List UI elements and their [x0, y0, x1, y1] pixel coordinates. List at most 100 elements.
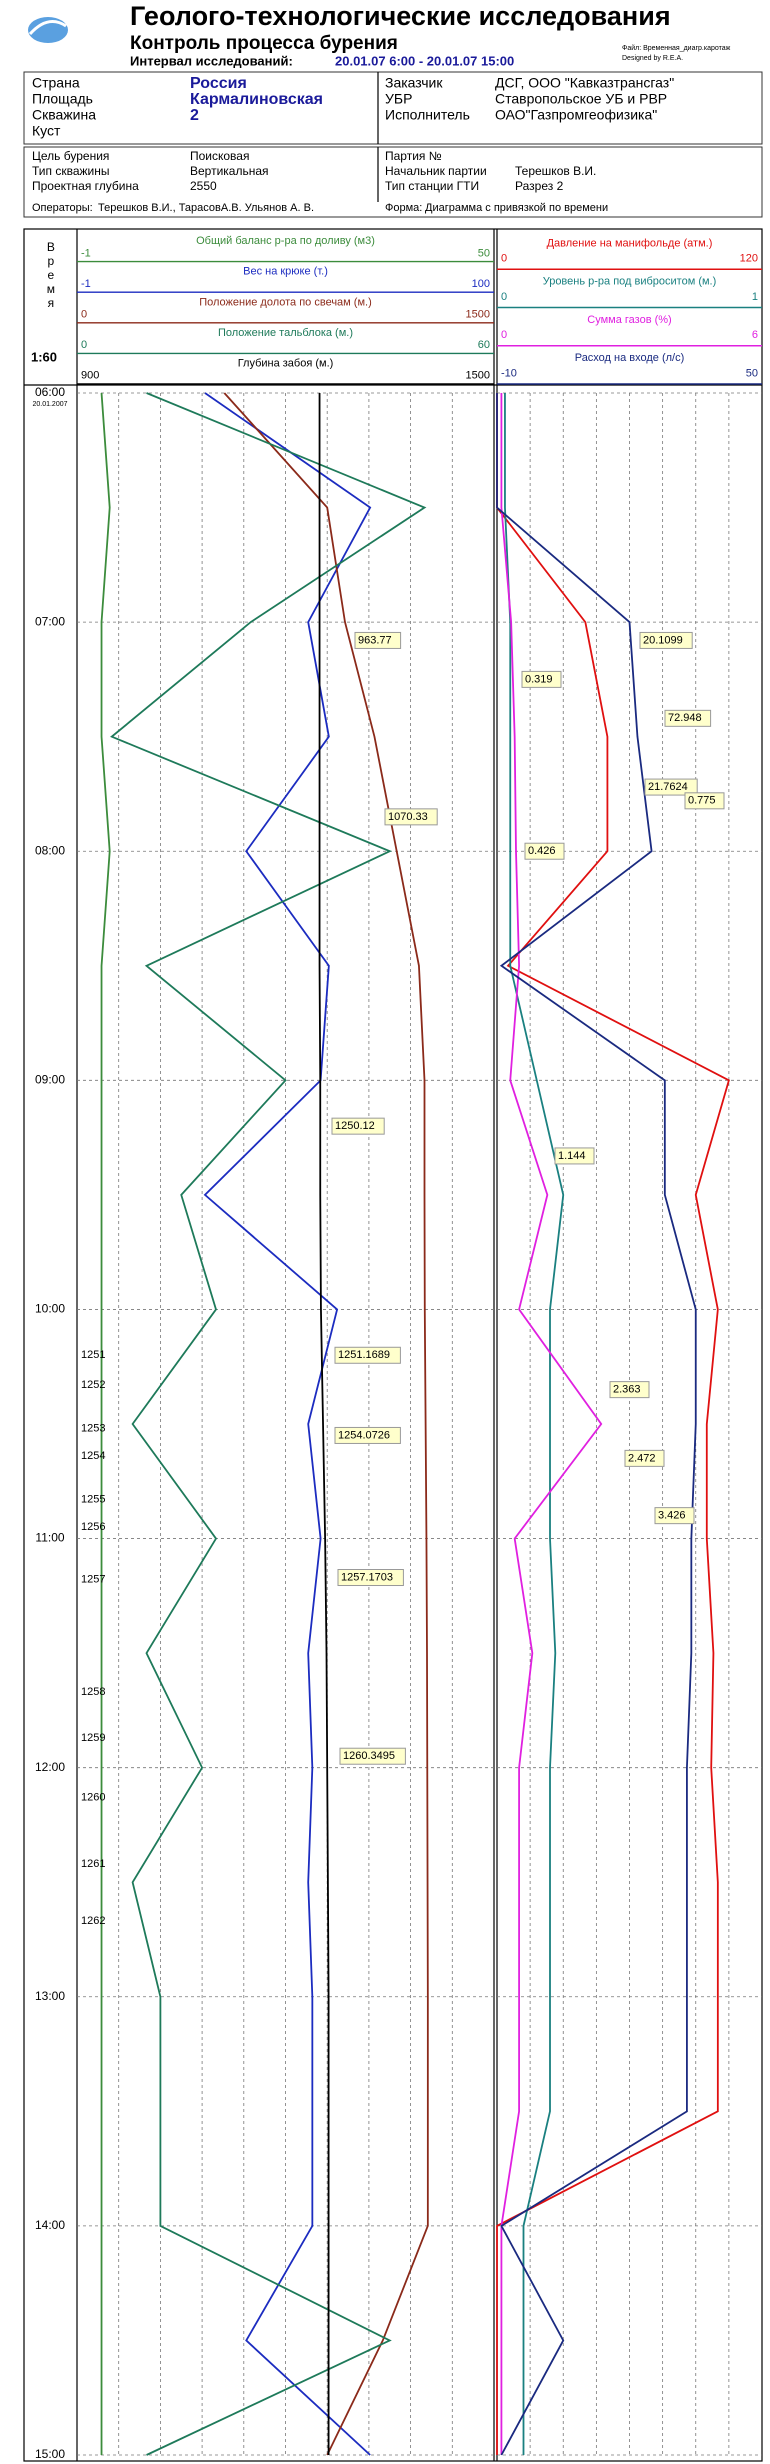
info-label: Заказчик — [385, 75, 443, 91]
info-label: Исполнитель — [385, 107, 470, 123]
depth-label: 1260 — [81, 1791, 105, 1803]
annotation-box — [554, 1147, 595, 1165]
scale-max: 50 — [478, 247, 490, 259]
scale-max: 120 — [740, 253, 758, 265]
annotation: 1070.33 — [388, 811, 428, 823]
time-tick-label: 09:00 — [35, 1073, 65, 1087]
scale-min: 0 — [501, 329, 507, 341]
depth-label: 1257 — [81, 1574, 105, 1586]
info-label: Цель бурения — [32, 149, 109, 163]
annotation-box — [337, 1569, 404, 1587]
depth-label: 1262 — [81, 1915, 105, 1927]
annotation-box — [664, 709, 712, 727]
time-tick-label: 14:00 — [35, 2218, 65, 2232]
annotation-box — [639, 631, 693, 649]
interval-label: Интервал исследований: — [130, 53, 293, 68]
series-name: Глубина забоя (м.) — [238, 357, 334, 369]
series-name: Общий баланс р-ра по доливу (м3) — [196, 235, 375, 247]
annotation-box — [524, 842, 565, 860]
info-label: Страна — [32, 75, 80, 91]
annotation: 0.775 — [688, 795, 716, 807]
time-tick-label: 07:00 — [35, 614, 65, 628]
depth-label: 1251 — [81, 1349, 105, 1361]
annotation: 1.144 — [558, 1150, 586, 1162]
designed-note: Designed by R.E.A. — [622, 55, 683, 62]
annotation-box — [684, 792, 725, 810]
series-line — [203, 392, 372, 2456]
annotation-box — [331, 1117, 385, 1135]
annotation: 1250.12 — [335, 1120, 375, 1132]
annotation: 1251.1689 — [338, 1349, 390, 1361]
log-frame — [23, 228, 763, 2462]
depth-label: 1259 — [81, 1732, 105, 1744]
annotation: 1260.3495 — [343, 1750, 395, 1762]
logo — [28, 17, 68, 43]
annotation: 3.426 — [658, 1510, 686, 1522]
annotation-box — [624, 1449, 665, 1467]
scale-max: 1500 — [466, 370, 490, 382]
series-name: Сумма газов (%) — [587, 314, 671, 326]
annotation-box — [334, 1346, 401, 1364]
time-label: Время — [44, 240, 58, 310]
scale-max: 6 — [752, 329, 758, 341]
info-value: ОАО"Газпромгеофизика" — [495, 107, 657, 123]
annotation-box — [654, 1507, 695, 1525]
annotation-box — [384, 808, 438, 826]
info-box — [23, 71, 763, 145]
annotation: 1254.0726 — [338, 1429, 390, 1441]
info-label: Начальник партии — [385, 164, 487, 178]
info-value: Вертикальная — [190, 164, 269, 178]
annotation: 1257.1703 — [341, 1571, 393, 1583]
annotation-box — [609, 1381, 650, 1399]
series-name: Вес на крюке (т.) — [243, 266, 328, 278]
depth-label: 1258 — [81, 1686, 105, 1698]
depth-label: 1254 — [81, 1450, 105, 1462]
depth-label: 1261 — [81, 1858, 105, 1870]
time-tick-label: 12:00 — [35, 1760, 65, 1774]
subtitle: Контроль процесса бурения — [130, 33, 398, 54]
info-label: Куст — [32, 123, 61, 139]
info-label: Скважина — [32, 107, 96, 123]
form-label: Форма: — [385, 202, 422, 214]
interval: 20.01.07 6:00 - 20.01.07 15:00 — [335, 53, 514, 68]
depth-label: 1256 — [81, 1521, 105, 1533]
series-line — [110, 392, 427, 2456]
series-line — [496, 393, 730, 2455]
depth-label: 1255 — [81, 1494, 105, 1506]
series-line — [318, 393, 330, 2455]
scale-max: 100 — [472, 278, 490, 290]
series-line — [504, 393, 565, 2455]
info-value: Ставропольское УБ и РВР — [495, 91, 667, 107]
scale-min: 0 — [501, 291, 507, 303]
scale-min: 900 — [81, 370, 99, 382]
annotation: 963.77 — [358, 634, 392, 646]
time-tick-label: 13:00 — [35, 1989, 65, 2003]
info-value: Россия — [190, 75, 247, 92]
info-value: 2550 — [190, 179, 217, 193]
series-line — [100, 392, 111, 2455]
info-label: УБР — [385, 91, 412, 107]
annotation: 0.426 — [528, 845, 556, 857]
series-line — [223, 392, 429, 2456]
info-value: Разрез 2 — [515, 179, 564, 193]
time-tick-label: 06:00 — [35, 385, 65, 399]
annotation-box — [521, 670, 562, 688]
time-tick-label: 10:00 — [35, 1302, 65, 1316]
scale-max: 50 — [746, 367, 758, 379]
scale-label: 1:60 — [31, 349, 57, 364]
operators: Терешков В.И., ТарасовА.В. Ульянов А. В. — [98, 202, 314, 214]
scale-min: 0 — [501, 253, 507, 265]
annotation: 20.1099 — [643, 634, 683, 646]
annotation-box — [339, 1747, 406, 1765]
info-label: Тип скважины — [32, 164, 109, 178]
scale-min: 0 — [81, 309, 87, 321]
annotation: 2.472 — [628, 1452, 656, 1464]
series-name: Положение долота по свечам (м.) — [199, 296, 372, 308]
scale-max: 1500 — [466, 309, 490, 321]
info-label: Партия № — [385, 149, 442, 163]
depth-label: 1252 — [81, 1379, 105, 1391]
form: Диаграмма с привязкой по времени — [425, 202, 608, 214]
time-tick-label: 15:00 — [35, 2447, 65, 2461]
